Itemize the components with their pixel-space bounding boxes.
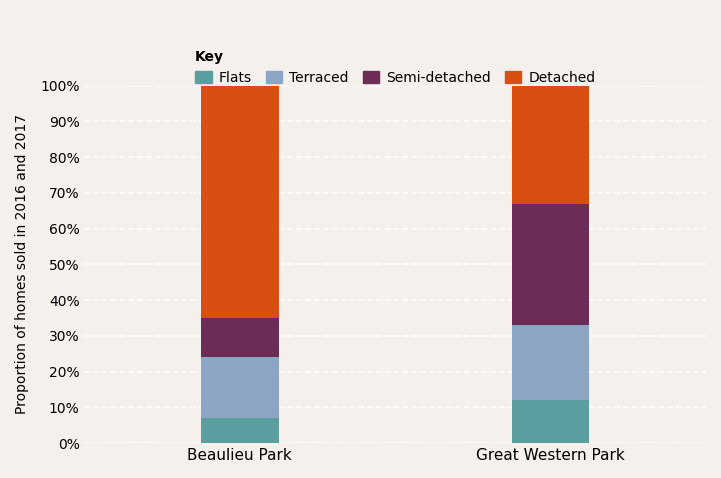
Legend: Flats, Terraced, Semi-detached, Detached: Flats, Terraced, Semi-detached, Detached bbox=[195, 50, 596, 85]
Bar bbox=[512, 325, 590, 400]
Bar bbox=[512, 204, 590, 325]
Y-axis label: Proportion of homes sold in 2016 and 2017: Proportion of homes sold in 2016 and 201… bbox=[15, 114, 29, 414]
Bar bbox=[201, 86, 279, 318]
Bar bbox=[201, 318, 279, 358]
Bar bbox=[201, 358, 279, 418]
Bar bbox=[512, 400, 590, 443]
Bar bbox=[201, 418, 279, 443]
Bar bbox=[512, 86, 590, 204]
